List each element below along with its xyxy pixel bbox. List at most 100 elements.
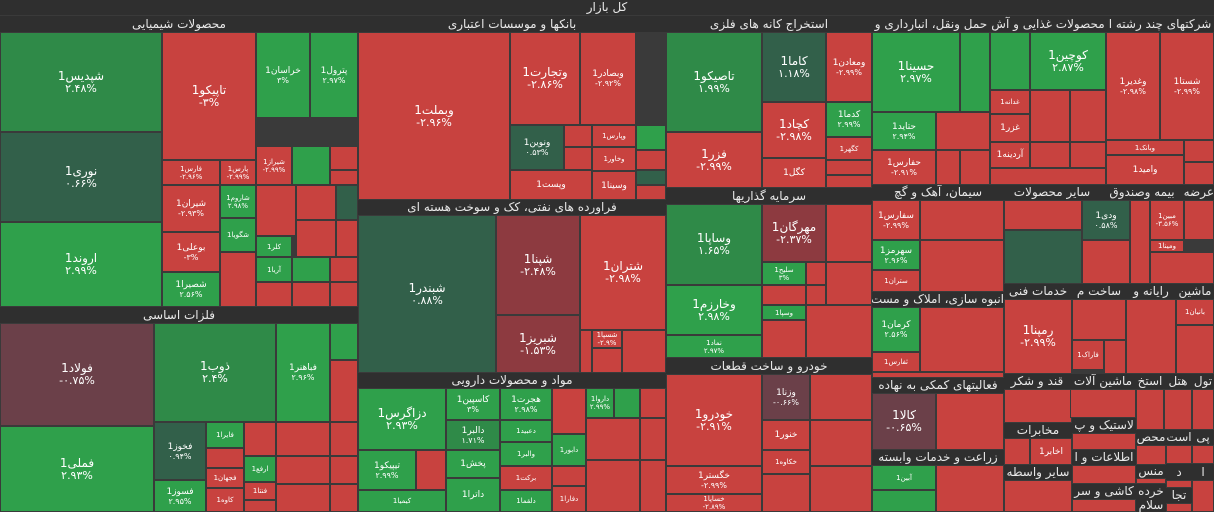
stock-tile[interactable] xyxy=(810,374,872,420)
stock-tile[interactable]: تاپیکو1 -۳% xyxy=(162,32,256,160)
stock-tile[interactable] xyxy=(1082,240,1130,284)
stock-tile[interactable] xyxy=(762,285,806,305)
stock-tile[interactable]: دلقما1 xyxy=(500,490,552,512)
stock-tile[interactable]: آردینه1 xyxy=(990,142,1030,168)
stock-tile[interactable] xyxy=(1030,142,1070,168)
stock-tile[interactable]: فسوز1 ۲.۹۵% xyxy=(154,480,206,512)
stock-tile[interactable]: خودرو1 -۲.۹۱% xyxy=(666,374,762,466)
stock-tile[interactable]: حتاید1 ۲.۹۴% xyxy=(872,112,936,150)
stock-tile[interactable] xyxy=(1104,340,1126,374)
stock-tile[interactable] xyxy=(614,388,640,418)
stock-tile[interactable] xyxy=(592,348,622,373)
stock-tile[interactable] xyxy=(1004,389,1072,423)
stock-tile[interactable] xyxy=(1184,140,1214,162)
stock-tile[interactable] xyxy=(872,490,936,512)
stock-tile[interactable] xyxy=(564,125,592,147)
stock-tile[interactable] xyxy=(276,456,330,484)
stock-tile[interactable]: برکت1 xyxy=(500,466,552,490)
stock-tile[interactable] xyxy=(1166,445,1192,464)
stock-tile[interactable] xyxy=(330,360,358,422)
stock-tile[interactable]: کچاد1 -۲.۹۸% xyxy=(762,102,826,158)
stock-tile[interactable]: فاراک1 xyxy=(1072,340,1104,370)
stock-tile[interactable]: خگستر1 -۲.۹۹% xyxy=(666,466,762,494)
stock-tile[interactable]: کگل1 xyxy=(762,158,826,188)
stock-tile[interactable] xyxy=(920,240,1004,292)
stock-tile[interactable] xyxy=(1004,480,1072,512)
stock-tile[interactable] xyxy=(1072,499,1136,512)
stock-tile[interactable] xyxy=(1184,162,1214,185)
stock-tile[interactable]: تیپیکو1 ۲.۹۹% xyxy=(358,450,416,490)
stock-tile[interactable]: کیمیا1 xyxy=(358,490,446,512)
stock-tile[interactable]: شسپا1 -۲.۹% xyxy=(592,330,622,348)
stock-tile[interactable]: وغدیر1 -۲.۹۸% xyxy=(1106,32,1160,140)
stock-tile[interactable]: ونوین1 ۰.۵۳% xyxy=(510,125,564,170)
stock-tile[interactable] xyxy=(826,262,872,305)
stock-tile[interactable] xyxy=(336,185,358,220)
stock-tile[interactable] xyxy=(806,285,826,305)
stock-tile[interactable] xyxy=(960,32,990,112)
stock-tile[interactable]: دعبید1 xyxy=(500,420,552,442)
stock-tile[interactable]: اروند1 ۲.۹۹% xyxy=(0,222,162,307)
stock-tile[interactable] xyxy=(872,372,1004,378)
stock-tile[interactable] xyxy=(936,393,1004,450)
stock-tile[interactable]: شتران1 -۲.۹۸% xyxy=(580,215,666,330)
stock-tile[interactable]: شصیرا1 ۲.۵۶% xyxy=(162,272,220,307)
stock-tile[interactable]: شبریز1 -۱.۵۳% xyxy=(496,315,580,373)
stock-tile[interactable] xyxy=(1136,389,1164,430)
stock-tile[interactable] xyxy=(810,466,872,512)
stock-tile[interactable]: دفارا1 xyxy=(552,486,586,512)
stock-tile[interactable]: فخوز1 ۰.۹۴% xyxy=(154,422,206,480)
stock-tile[interactable] xyxy=(586,418,640,460)
stock-tile[interactable]: کاما1 ۱.۱۸% xyxy=(762,32,826,102)
stock-tile[interactable]: سهرمز1 ۲.۹۶% xyxy=(872,240,920,270)
stock-tile[interactable] xyxy=(330,422,358,456)
stock-tile[interactable]: کاسپین1 ۳% xyxy=(446,388,500,420)
stock-tile[interactable]: سلیح1 ۳% xyxy=(762,262,806,285)
stock-tile[interactable] xyxy=(1192,389,1214,430)
stock-tile[interactable]: نوری1 ۰.۶۶% xyxy=(0,132,162,222)
stock-tile[interactable] xyxy=(1070,90,1106,142)
stock-tile[interactable] xyxy=(806,305,872,358)
stock-tile[interactable] xyxy=(206,448,244,468)
stock-tile[interactable]: وبانک1 xyxy=(1106,140,1184,155)
stock-tile[interactable] xyxy=(936,465,1004,512)
stock-tile[interactable]: شپنا1 -۲.۴۸% xyxy=(496,215,580,315)
stock-tile[interactable] xyxy=(256,185,296,236)
stock-tile[interactable]: اخابر1 xyxy=(1030,438,1072,465)
stock-tile[interactable]: شگویا1 xyxy=(220,218,256,252)
stock-tile[interactable]: داروا1 ۲.۹۹% xyxy=(586,388,614,418)
stock-tile[interactable]: هجرت1 ۲.۹۸% xyxy=(500,388,552,420)
stock-tile[interactable]: ومینا1 xyxy=(1150,240,1184,252)
stock-tile[interactable] xyxy=(552,388,586,434)
stock-tile[interactable]: شیراز1 -۲.۹۹% xyxy=(256,146,292,185)
stock-tile[interactable]: کدما1 ۲.۹۹% xyxy=(826,102,872,137)
stock-tile[interactable]: رمپنا1 -۲.۹۹% xyxy=(1004,299,1072,374)
stock-tile[interactable]: حفارس1 -۲.۹۱% xyxy=(872,150,936,185)
stock-tile[interactable] xyxy=(1126,299,1176,374)
stock-tile[interactable] xyxy=(1192,480,1214,512)
stock-tile[interactable] xyxy=(1004,438,1030,465)
stock-tile[interactable] xyxy=(936,150,960,185)
stock-tile[interactable]: وامید1 xyxy=(1106,155,1184,185)
stock-tile[interactable] xyxy=(1184,200,1214,240)
stock-tile[interactable] xyxy=(564,147,592,170)
stock-tile[interactable] xyxy=(762,474,810,512)
stock-tile[interactable]: وتجارت1 -۲.۸۶% xyxy=(510,32,580,125)
stock-tile[interactable] xyxy=(920,307,1004,372)
stock-tile[interactable]: فجهان1 xyxy=(206,468,244,488)
stock-tile[interactable]: آبین1 xyxy=(872,465,936,490)
stock-tile[interactable]: ارفع1 xyxy=(244,456,276,482)
stock-tile[interactable] xyxy=(640,418,666,460)
stock-tile[interactable] xyxy=(636,125,666,150)
stock-tile[interactable]: شستا1 -۲.۹۹% xyxy=(1160,32,1214,140)
stock-tile[interactable] xyxy=(640,388,666,418)
stock-tile[interactable]: بوعلی1 -۳% xyxy=(162,232,220,272)
stock-tile[interactable] xyxy=(292,282,330,307)
stock-tile[interactable]: وبملت1 -۲.۹۶% xyxy=(358,32,510,200)
stock-tile[interactable]: فزر1 -۲.۹۹% xyxy=(666,132,762,188)
stock-tile[interactable] xyxy=(1136,445,1166,465)
stock-tile[interactable] xyxy=(330,456,358,484)
stock-tile[interactable] xyxy=(220,252,256,307)
stock-tile[interactable] xyxy=(826,175,872,188)
stock-tile[interactable] xyxy=(1072,299,1126,340)
